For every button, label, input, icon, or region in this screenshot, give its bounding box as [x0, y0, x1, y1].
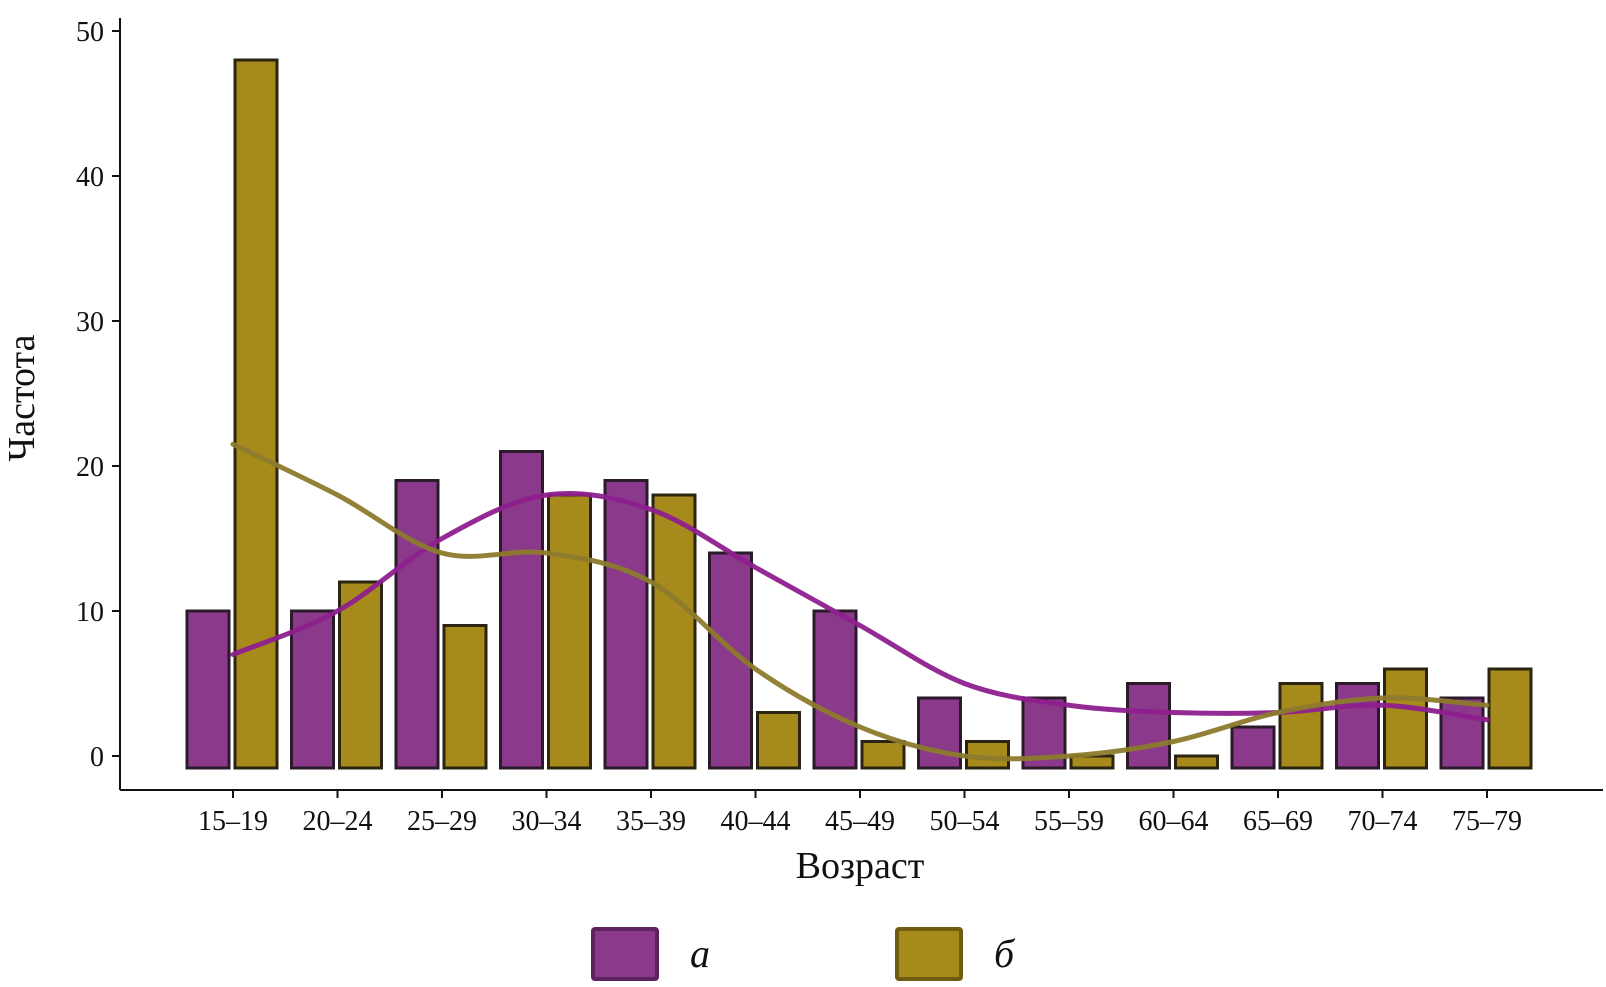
- bar-a: [812, 609, 858, 770]
- bar-a: [185, 609, 231, 770]
- bar-b: [1383, 667, 1428, 770]
- y-axis-label: Частота: [1, 334, 43, 461]
- y-ticks: 0 10 20 30 40 50: [76, 17, 120, 773]
- bar-b: [860, 740, 906, 770]
- x-tick-label: 15–19: [198, 806, 268, 837]
- bar-b: [442, 624, 488, 770]
- legend-swatch-a: [591, 927, 659, 981]
- y-tick-label: 0: [90, 742, 104, 773]
- legend-label-a: а: [690, 931, 710, 976]
- bar-b: [1487, 667, 1533, 770]
- y-tick-label: 20: [76, 452, 104, 483]
- bars-layer: [185, 58, 1533, 770]
- x-tick-label: 20–24: [303, 806, 373, 837]
- x-tick-label: 55–59: [1034, 806, 1104, 837]
- x-axis-label: Возраст: [796, 845, 925, 887]
- x-tick-label: 25–29: [407, 806, 477, 837]
- x-tick-label: 75–79: [1452, 806, 1522, 837]
- x-tick-label: 30–34: [512, 806, 582, 837]
- x-tick-label: 40–44: [721, 806, 791, 837]
- x-tick-label: 60–64: [1139, 806, 1209, 837]
- x-tick-label: 35–39: [616, 806, 686, 837]
- bar-b: [338, 580, 383, 770]
- x-tick-label: 45–49: [825, 806, 895, 837]
- bar-a: [603, 479, 649, 770]
- y-tick-label: 50: [76, 17, 104, 48]
- bar-a: [1439, 696, 1485, 770]
- y-tick-label: 30: [76, 307, 104, 338]
- x-ticks: 15–19 20–24 25–29 30–34 35–39 40–44 45–49 50–54…: [198, 790, 1522, 837]
- x-tick-label: 50–54: [930, 806, 1000, 837]
- bar-a: [290, 609, 335, 770]
- bar-b: [1278, 682, 1324, 770]
- legend-label-b: б: [994, 931, 1016, 976]
- legend: а б: [591, 927, 1016, 981]
- y-tick-label: 40: [76, 162, 104, 193]
- bar-b: [233, 58, 279, 770]
- bar-b: [1174, 754, 1219, 770]
- x-tick-label: 65–69: [1243, 806, 1313, 837]
- bar-b: [651, 493, 697, 770]
- bar-a: [394, 479, 440, 770]
- x-tick-label: 70–74: [1348, 806, 1418, 837]
- legend-swatch-b: [895, 927, 963, 981]
- curve-b: [230, 441, 1490, 762]
- bar-a: [1126, 682, 1171, 770]
- bar-b: [756, 711, 801, 770]
- bar-a: [1230, 725, 1276, 770]
- curves-layer: [230, 441, 1490, 762]
- bar-a: [917, 696, 962, 770]
- bar-b: [547, 493, 592, 770]
- y-tick-label: 10: [76, 597, 104, 628]
